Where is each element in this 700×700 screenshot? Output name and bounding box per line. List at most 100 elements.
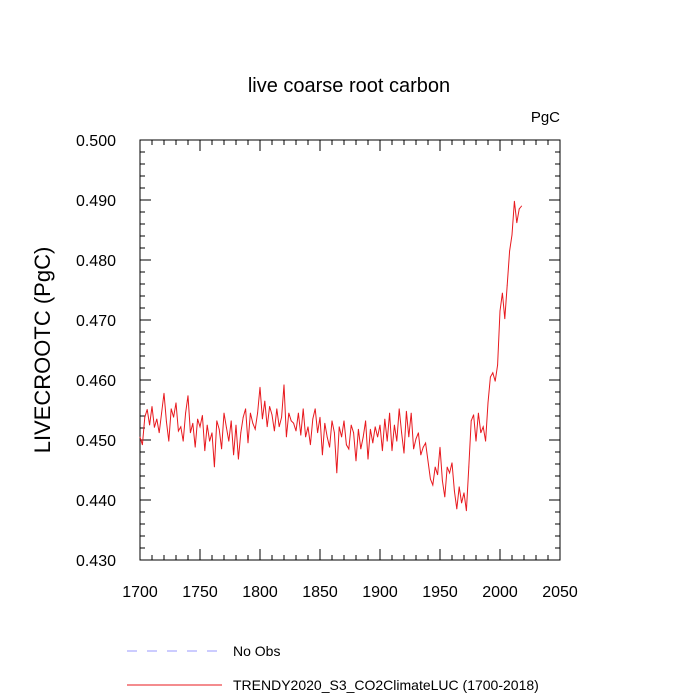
data-point xyxy=(216,420,218,422)
data-point xyxy=(518,208,520,210)
data-point xyxy=(252,422,254,424)
data-point xyxy=(379,424,381,426)
data-point xyxy=(189,432,191,434)
data-point xyxy=(384,418,386,420)
data-point xyxy=(278,426,280,428)
data-point xyxy=(218,428,220,430)
data-point xyxy=(213,466,215,468)
data-point xyxy=(386,440,388,442)
data-point xyxy=(314,408,316,410)
data-point xyxy=(494,380,496,382)
data-point xyxy=(309,444,311,446)
data-point xyxy=(290,420,292,422)
plot-frame xyxy=(139,139,561,561)
data-point xyxy=(487,402,489,404)
data-point xyxy=(396,440,398,442)
data-point xyxy=(473,414,475,416)
data-point xyxy=(357,428,359,430)
y-tick-label: 0.430 xyxy=(76,553,116,570)
data-point xyxy=(151,405,153,407)
data-point xyxy=(338,426,340,428)
data-point xyxy=(271,414,273,416)
data-point xyxy=(168,440,170,442)
data-point xyxy=(230,420,232,422)
data-point xyxy=(293,422,295,424)
data-point xyxy=(300,434,302,436)
x-tick-label: 1750 xyxy=(182,584,218,601)
data-point xyxy=(233,454,235,456)
data-point xyxy=(211,432,213,434)
data-point xyxy=(276,408,278,410)
y-tick-label: 0.490 xyxy=(76,193,116,210)
data-point xyxy=(257,412,259,414)
data-point xyxy=(439,446,441,448)
data-point xyxy=(350,424,352,426)
data-point xyxy=(458,486,460,488)
data-point xyxy=(367,458,369,460)
data-point xyxy=(348,448,350,450)
data-point xyxy=(144,416,146,418)
data-point xyxy=(485,440,487,442)
data-point xyxy=(477,412,479,414)
series-line-1 xyxy=(139,201,522,511)
data-point xyxy=(321,454,323,456)
data-point xyxy=(499,310,501,312)
y-tick-label: 0.500 xyxy=(76,133,116,150)
data-point xyxy=(475,440,477,442)
x-tick-label: 1950 xyxy=(422,584,458,601)
data-point xyxy=(197,418,199,420)
data-point xyxy=(209,440,211,442)
legend-label-no-obs: No Obs xyxy=(233,643,280,659)
data-point xyxy=(206,424,208,426)
data-point xyxy=(324,422,326,424)
data-point xyxy=(516,222,518,224)
data-point xyxy=(240,432,242,434)
data-point xyxy=(336,472,338,474)
data-point xyxy=(353,432,355,434)
data-point xyxy=(468,466,470,468)
data-point xyxy=(413,448,415,450)
data-point xyxy=(355,460,357,462)
data-point xyxy=(425,442,427,444)
data-point xyxy=(180,426,182,428)
data-point xyxy=(480,432,482,434)
data-point xyxy=(429,478,431,480)
x-tick-label: 1700 xyxy=(122,584,158,601)
data-point xyxy=(281,416,283,418)
data-point xyxy=(182,440,184,442)
data-point xyxy=(170,408,172,410)
data-point xyxy=(408,436,410,438)
units-label: PgC xyxy=(531,109,560,126)
data-point xyxy=(175,402,177,404)
data-point xyxy=(453,490,455,492)
data-point xyxy=(312,418,314,420)
data-point xyxy=(372,442,374,444)
y-tick-label: 0.470 xyxy=(76,313,116,330)
data-point xyxy=(465,510,467,512)
data-point xyxy=(288,412,290,414)
data-point xyxy=(199,426,201,428)
data-point xyxy=(261,418,263,420)
data-point xyxy=(345,444,347,446)
data-point xyxy=(225,426,227,428)
data-point xyxy=(492,372,494,374)
x-tick-label: 1800 xyxy=(242,584,278,601)
data-point xyxy=(273,430,275,432)
data-point xyxy=(331,420,333,422)
data-point xyxy=(187,395,189,397)
data-point xyxy=(302,408,304,410)
data-point xyxy=(139,436,141,438)
data-point xyxy=(511,234,513,236)
y-tick-label: 0.440 xyxy=(76,493,116,510)
data-point xyxy=(329,446,331,448)
data-point xyxy=(247,442,249,444)
data-point xyxy=(266,426,268,428)
data-point xyxy=(146,408,148,410)
data-point xyxy=(317,432,319,434)
x-tick-label: 1850 xyxy=(302,584,338,601)
data-point xyxy=(509,250,511,252)
data-point xyxy=(377,436,379,438)
data-point xyxy=(295,430,297,432)
data-point xyxy=(177,430,179,432)
